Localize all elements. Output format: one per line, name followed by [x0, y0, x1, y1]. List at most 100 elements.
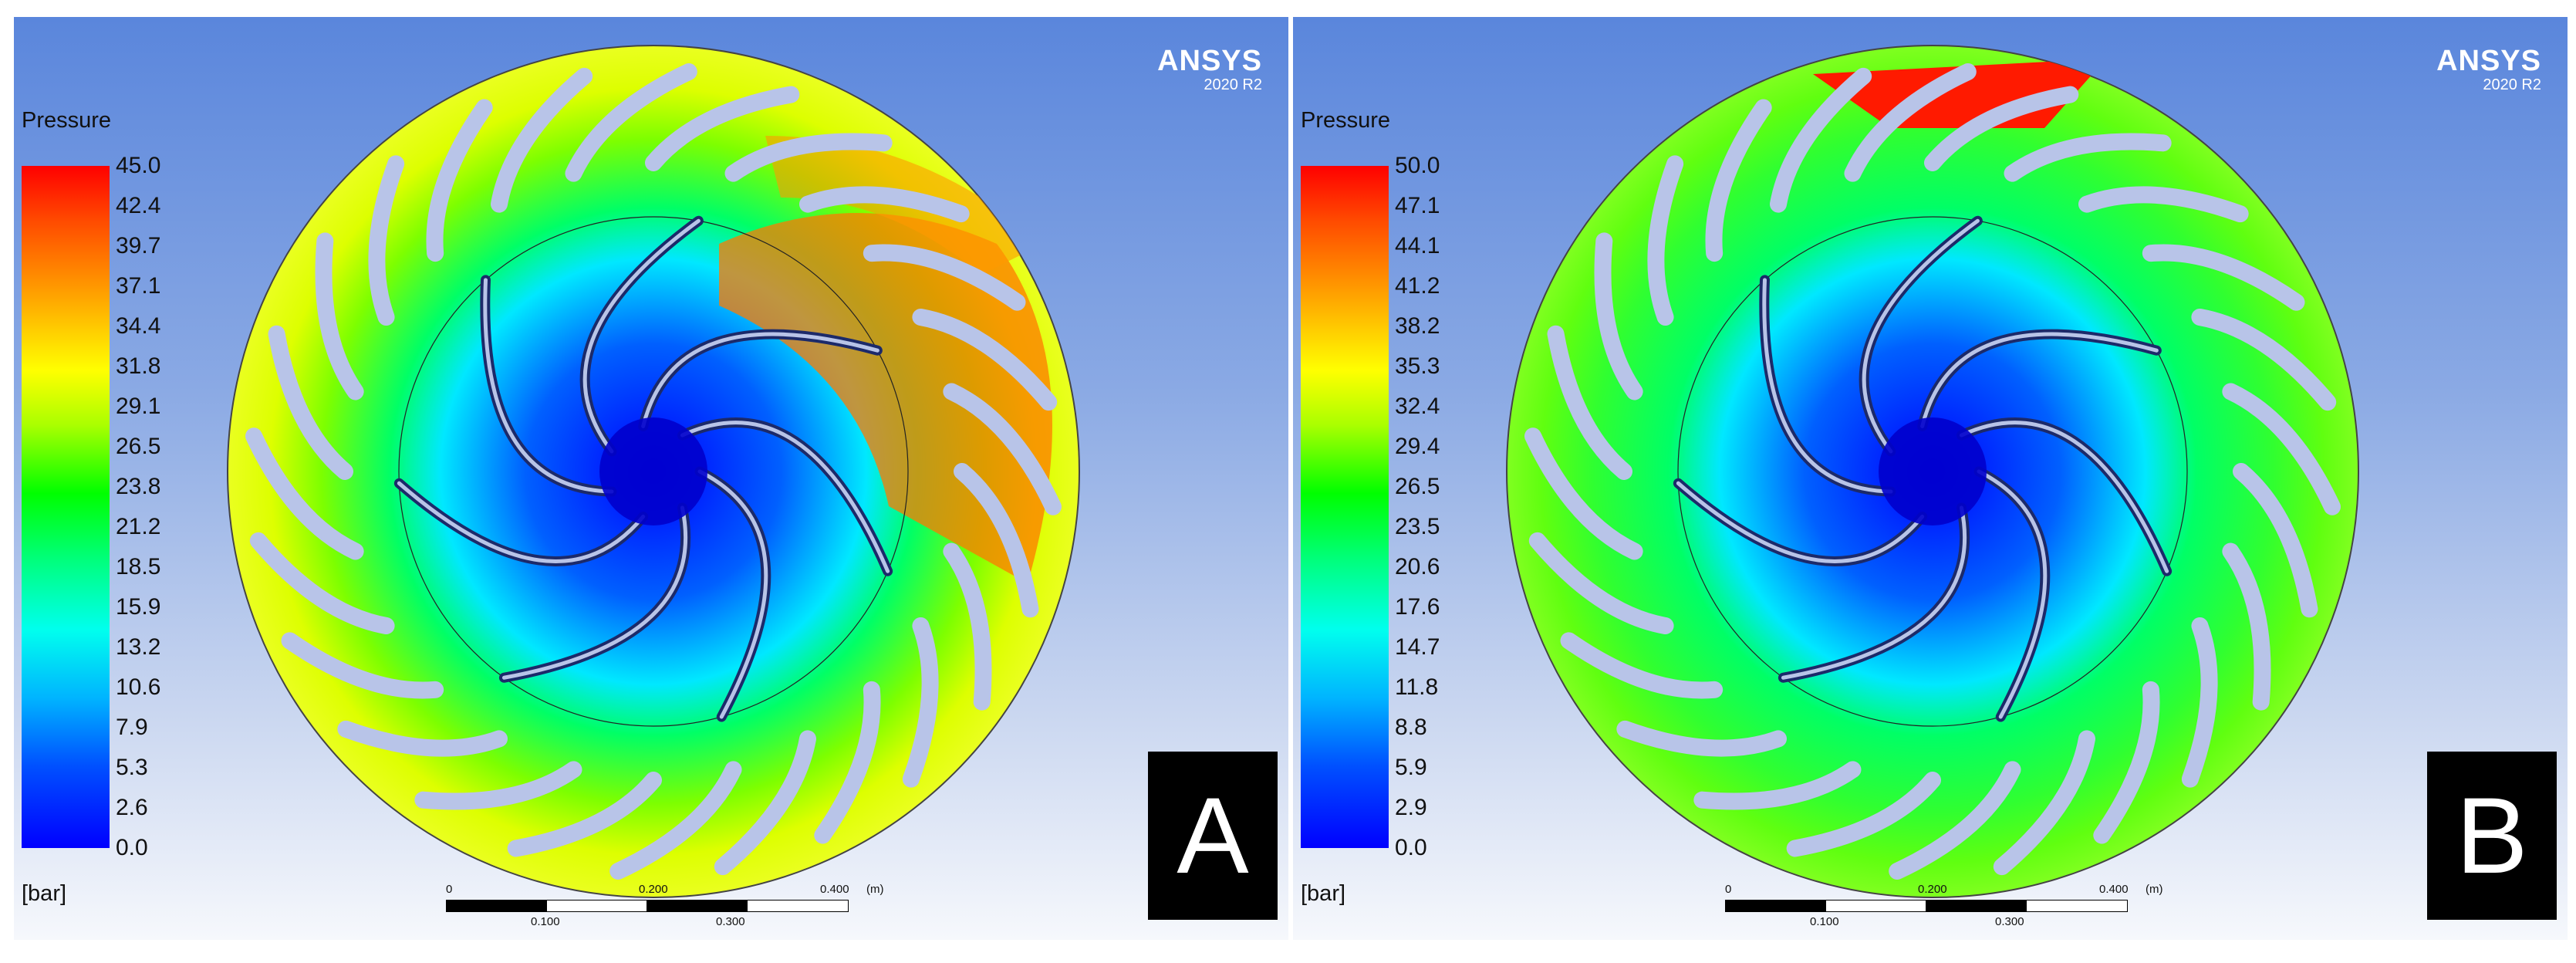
- legend-tick-label: 34.4: [116, 313, 161, 339]
- impeller-eye: [1879, 417, 1987, 525]
- diffuser-vane: [2233, 463, 2318, 618]
- legend-tick-label: 37.1: [116, 273, 161, 299]
- legend-tick-label: 45.0: [116, 153, 161, 178]
- legend-tick-label: 38.2: [1395, 313, 1440, 339]
- legend-tick-label: 13.2: [116, 634, 161, 660]
- diffuser-vane: [714, 730, 816, 876]
- scale-bar: 0 0.200 0.400 (m) 0.100 0.300: [446, 861, 884, 938]
- diffuser-vane: [2222, 383, 2341, 515]
- legend-tick-label: 20.6: [1395, 554, 1440, 579]
- diffuser-vane: [1616, 720, 1787, 757]
- brand-version: 2020 R2: [1204, 76, 1262, 93]
- legend-tick-label: 23.5: [1395, 514, 1440, 539]
- impeller-blade-highlight: [1862, 218, 1980, 454]
- scale-bar-segment: [446, 900, 548, 912]
- scale-label: (m): [866, 883, 884, 896]
- impeller-outline: [1677, 216, 2188, 727]
- legend-tick-label: 5.3: [116, 755, 148, 780]
- scale-label: 0.100: [1810, 915, 1839, 928]
- ansys-logo: ANSYS 2020 R2: [1157, 45, 1262, 94]
- legend-tick-label: 31.8: [116, 353, 161, 379]
- legend-unit: [bar]: [22, 881, 67, 906]
- legend-tick-label: 50.0: [1395, 153, 1440, 178]
- scale-label: 0.300: [1995, 915, 2024, 928]
- scale-bar-segment: [647, 900, 748, 912]
- diffuser-vane: [2191, 309, 2337, 411]
- impeller-blade-highlight: [1959, 421, 2169, 573]
- legend-unit: [bar]: [1301, 881, 1346, 906]
- diffuser-vane: [1993, 730, 2095, 876]
- scale-bar-segment: [747, 900, 849, 912]
- diffuser-vane: [1547, 325, 1632, 480]
- impeller-outline: [398, 216, 909, 727]
- diffuser-vane: [2078, 186, 2249, 223]
- scale-label: 0: [446, 883, 453, 896]
- impeller-blade-highlight: [697, 469, 768, 719]
- diffuser-vane: [368, 155, 405, 326]
- legend-tick-label: 0.0: [116, 835, 148, 860]
- legend-tick-label: 42.4: [116, 193, 161, 218]
- legend-tick-label: 7.9: [116, 715, 148, 740]
- scale-label: 0.300: [716, 915, 745, 928]
- legend-tick-label: 17.6: [1395, 594, 1440, 620]
- diffuser-vane: [645, 86, 800, 171]
- legend-ticks: 50.0 47.1 44.1 41.2 38.2 35.3 32.4 29.4 26.5 23.5…: [1395, 153, 1487, 860]
- diffuser-vane: [315, 232, 364, 400]
- legend-tick-label: 0.0: [1395, 835, 1427, 860]
- color-legend-bar: [22, 166, 110, 848]
- scale-bar-segment: [1825, 900, 1927, 912]
- scale-label: 0.400: [2099, 883, 2129, 896]
- scale-label: 0.100: [531, 915, 560, 928]
- legend-tick-label: 26.5: [1395, 474, 1440, 499]
- diffuser-vane: [814, 681, 881, 844]
- brand-name: ANSYS: [1157, 45, 1262, 77]
- scale-bar-segment: [1725, 900, 1827, 912]
- diffuser-vane: [2004, 133, 2172, 182]
- impeller-blade-highlight: [397, 481, 646, 563]
- diffuser-vane: [954, 463, 1039, 618]
- diffuser-vane: [2142, 244, 2305, 311]
- diffuser-vane: [2181, 617, 2218, 788]
- diffuser-vane: [426, 99, 493, 262]
- diffuser-vane: [1524, 427, 1643, 560]
- legend-tick-label: 47.1: [1395, 193, 1440, 218]
- diffuser-vane: [724, 133, 893, 182]
- scale-label: 0.400: [820, 883, 849, 896]
- diffuser-vane: [902, 617, 939, 788]
- diffuser-vane: [414, 761, 582, 810]
- legend-tick-label: 29.4: [1395, 434, 1440, 459]
- scale-label: (m): [2146, 883, 2163, 896]
- diffuser-vane: [799, 186, 970, 223]
- diffuser-vane: [249, 532, 395, 634]
- diffuser-vane: [863, 244, 1026, 311]
- legend-title: Pressure: [1301, 108, 1391, 133]
- scale-label: 0.200: [639, 883, 668, 896]
- legend-tick-label: 15.9: [116, 594, 161, 620]
- ansys-logo: ANSYS 2020 R2: [2436, 45, 2541, 94]
- color-legend-bar: [1301, 166, 1389, 848]
- diffuser-vane: [1594, 232, 1643, 400]
- diffuser-vane: [268, 325, 353, 480]
- brand-name: ANSYS: [2436, 45, 2541, 77]
- diffuser-vane: [2093, 681, 2160, 844]
- legend-tick-label: 29.1: [116, 394, 161, 419]
- impeller-blade-highlight: [1977, 469, 2048, 719]
- legend-tick-label: 2.9: [1395, 795, 1427, 820]
- panel-label-b: B: [2427, 752, 2557, 920]
- legend-tick-label: 18.5: [116, 554, 161, 579]
- legend-tick-label: 21.2: [116, 514, 161, 539]
- scale-label: 0.200: [1918, 883, 1947, 896]
- diffuser-vane: [491, 67, 593, 213]
- impeller-blade-highlight: [582, 218, 701, 454]
- diffuser-vane: [609, 761, 742, 880]
- legend-tick-label: 2.6: [116, 795, 148, 820]
- legend-tick-label: 10.6: [116, 674, 161, 700]
- brand-version: 2020 R2: [2483, 76, 2541, 93]
- diffuser-vane: [1705, 99, 1772, 262]
- scale-bar-segment: [2026, 900, 2128, 912]
- diffuser-vane: [1528, 532, 1674, 634]
- diffuser-vane: [1560, 632, 1724, 699]
- diffuser-vane: [337, 720, 508, 757]
- impeller-eye: [599, 417, 707, 525]
- diffuser-vane: [943, 542, 992, 711]
